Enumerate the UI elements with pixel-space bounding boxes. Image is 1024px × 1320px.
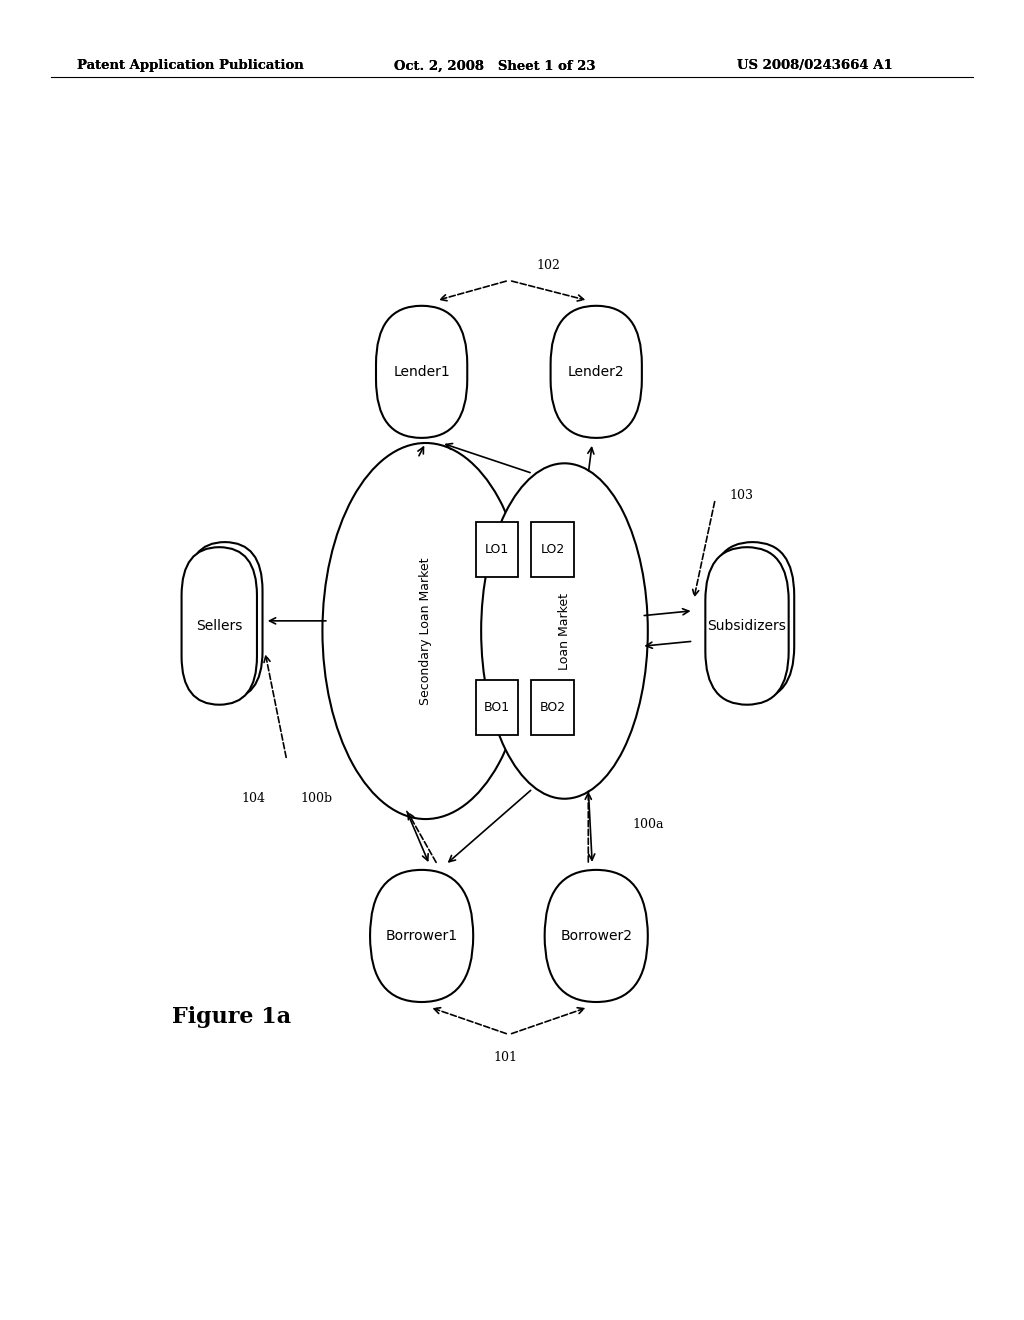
Text: US 2008/0243664 A1: US 2008/0243664 A1 (737, 59, 893, 73)
Text: BO2: BO2 (540, 701, 565, 714)
Text: Patent Application Publication: Patent Application Publication (77, 59, 303, 73)
FancyBboxPatch shape (475, 680, 518, 735)
FancyBboxPatch shape (706, 548, 788, 705)
Text: Oct. 2, 2008   Sheet 1 of 23: Oct. 2, 2008 Sheet 1 of 23 (394, 59, 596, 73)
Text: BO1: BO1 (484, 701, 510, 714)
FancyBboxPatch shape (531, 523, 574, 577)
Text: 102: 102 (537, 259, 560, 272)
Text: Borrower1: Borrower1 (386, 929, 458, 942)
FancyBboxPatch shape (370, 870, 473, 1002)
Text: Borrower2: Borrower2 (560, 929, 632, 942)
Text: Lender2: Lender2 (568, 364, 625, 379)
Text: Secondary Loan Market: Secondary Loan Market (419, 557, 432, 705)
Text: 101: 101 (493, 1051, 517, 1064)
Text: Oct. 2, 2008   Sheet 1 of 23: Oct. 2, 2008 Sheet 1 of 23 (394, 59, 596, 73)
FancyBboxPatch shape (531, 680, 574, 735)
Text: 104: 104 (242, 792, 265, 805)
Ellipse shape (323, 444, 528, 818)
Text: Patent Application Publication: Patent Application Publication (77, 59, 303, 73)
FancyBboxPatch shape (551, 306, 642, 438)
Text: Lender1: Lender1 (393, 364, 450, 379)
Text: LO1: LO1 (485, 544, 509, 556)
FancyBboxPatch shape (545, 870, 648, 1002)
Text: LO2: LO2 (541, 544, 564, 556)
FancyBboxPatch shape (376, 306, 467, 438)
Text: 100a: 100a (632, 817, 664, 830)
FancyBboxPatch shape (187, 543, 262, 700)
Text: 100b: 100b (301, 792, 333, 805)
FancyBboxPatch shape (181, 548, 257, 705)
Text: Figure 1a: Figure 1a (172, 1006, 291, 1028)
Text: Loan Market: Loan Market (558, 593, 571, 669)
FancyBboxPatch shape (711, 543, 795, 700)
Text: 103: 103 (729, 490, 754, 503)
Text: Subsidizers: Subsidizers (708, 619, 786, 634)
Text: US 2008/0243664 A1: US 2008/0243664 A1 (737, 59, 893, 73)
Text: Sellers: Sellers (196, 619, 243, 634)
FancyBboxPatch shape (475, 523, 518, 577)
Ellipse shape (481, 463, 648, 799)
